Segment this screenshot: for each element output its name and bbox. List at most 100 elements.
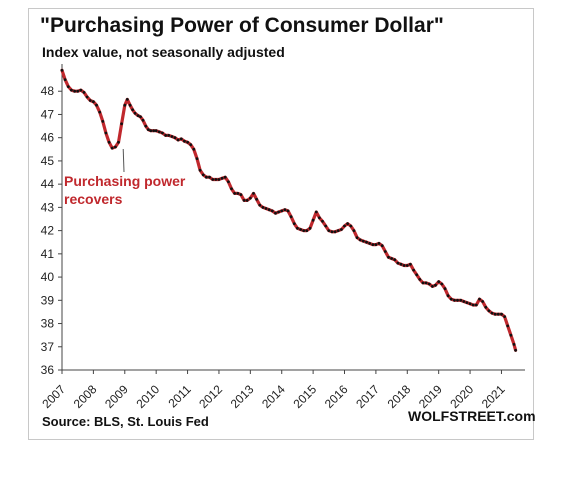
data-point xyxy=(509,333,513,337)
x-tick-label: 2018 xyxy=(385,382,414,411)
y-tick-label: 41 xyxy=(41,247,55,261)
data-point xyxy=(374,243,378,247)
data-point xyxy=(120,122,123,126)
series-group xyxy=(60,68,518,352)
data-point xyxy=(311,218,315,222)
data-point xyxy=(227,180,230,184)
y-tick-label: 48 xyxy=(41,84,55,98)
data-point xyxy=(321,219,324,223)
data-point xyxy=(133,111,137,115)
data-point xyxy=(427,282,431,286)
data-point xyxy=(217,178,221,181)
annotation-group: Purchasing power recovers xyxy=(64,148,186,207)
x-axis-ticks: 2007 2008 2009 2010 2011 2012 2013 2014 2015 2016… xyxy=(39,370,508,411)
data-point xyxy=(79,88,83,92)
data-point xyxy=(110,146,114,150)
data-point xyxy=(252,192,255,195)
data-point xyxy=(343,224,346,228)
x-tick-label: 2019 xyxy=(416,382,445,411)
data-point xyxy=(73,89,76,93)
data-point xyxy=(474,303,478,307)
data-point xyxy=(424,281,428,285)
data-point xyxy=(146,128,150,132)
data-point xyxy=(141,118,145,122)
x-tick-label: 2007 xyxy=(39,382,68,411)
data-point xyxy=(340,228,343,231)
x-tick-label: 2012 xyxy=(196,382,225,411)
data-point xyxy=(496,312,500,316)
data-point xyxy=(346,222,349,226)
data-point xyxy=(195,157,199,161)
data-point xyxy=(512,343,516,346)
data-point xyxy=(208,175,211,179)
data-point xyxy=(336,229,340,233)
data-point xyxy=(179,137,183,141)
annotation-text-line: Purchasing power xyxy=(64,173,186,189)
data-point xyxy=(514,348,517,352)
data-point xyxy=(377,242,381,245)
y-tick-label: 44 xyxy=(41,177,55,191)
data-point xyxy=(66,85,70,88)
data-point xyxy=(318,216,321,220)
chart-title: "Purchasing Power of Consumer Dollar" xyxy=(40,14,444,37)
data-point xyxy=(324,224,328,228)
data-point xyxy=(333,230,337,234)
x-tick-label: 2016 xyxy=(322,382,351,411)
data-point xyxy=(255,197,258,201)
data-point xyxy=(431,285,434,288)
data-point xyxy=(399,262,403,266)
data-point xyxy=(154,129,158,133)
data-point xyxy=(314,210,318,214)
data-point xyxy=(506,324,510,328)
data-point xyxy=(462,300,466,303)
chart-subtitle: Index value, not seasonally adjusted xyxy=(42,44,285,60)
data-point xyxy=(214,178,218,181)
chart-axes xyxy=(61,64,525,371)
data-point xyxy=(164,134,168,137)
data-point xyxy=(223,175,227,179)
data-point xyxy=(459,298,463,302)
data-point xyxy=(123,103,127,107)
data-point xyxy=(128,103,132,107)
data-point xyxy=(85,95,89,99)
data-point xyxy=(161,131,164,135)
x-tick-label: 2008 xyxy=(71,382,100,411)
data-point xyxy=(82,91,86,94)
data-point xyxy=(305,229,309,233)
y-tick-label: 46 xyxy=(41,131,55,145)
data-point xyxy=(107,140,111,144)
data-point xyxy=(136,114,140,117)
data-point xyxy=(88,99,92,102)
data-point xyxy=(233,192,237,195)
data-point xyxy=(189,143,193,147)
data-point xyxy=(440,282,444,286)
data-point xyxy=(198,168,202,172)
data-point xyxy=(358,238,362,242)
data-point xyxy=(503,315,506,318)
data-point xyxy=(471,303,475,307)
data-point xyxy=(412,268,415,272)
data-point xyxy=(393,258,397,262)
data-point xyxy=(449,297,453,301)
data-point xyxy=(201,173,205,177)
data-point xyxy=(239,193,243,197)
data-point xyxy=(149,129,153,133)
data-point xyxy=(230,187,233,191)
data-point xyxy=(245,199,249,202)
data-point xyxy=(98,110,102,114)
data-point xyxy=(368,242,371,245)
data-point xyxy=(349,224,353,228)
data-point xyxy=(396,261,400,265)
data-point xyxy=(270,209,274,213)
data-point xyxy=(390,257,393,260)
data-point xyxy=(405,264,409,267)
data-point xyxy=(242,199,246,202)
data-point xyxy=(157,130,161,134)
data-point xyxy=(205,175,208,179)
y-tick-label: 37 xyxy=(41,340,55,354)
data-point xyxy=(387,255,390,259)
data-point xyxy=(484,305,488,309)
data-point xyxy=(280,209,284,213)
data-point xyxy=(330,230,334,234)
